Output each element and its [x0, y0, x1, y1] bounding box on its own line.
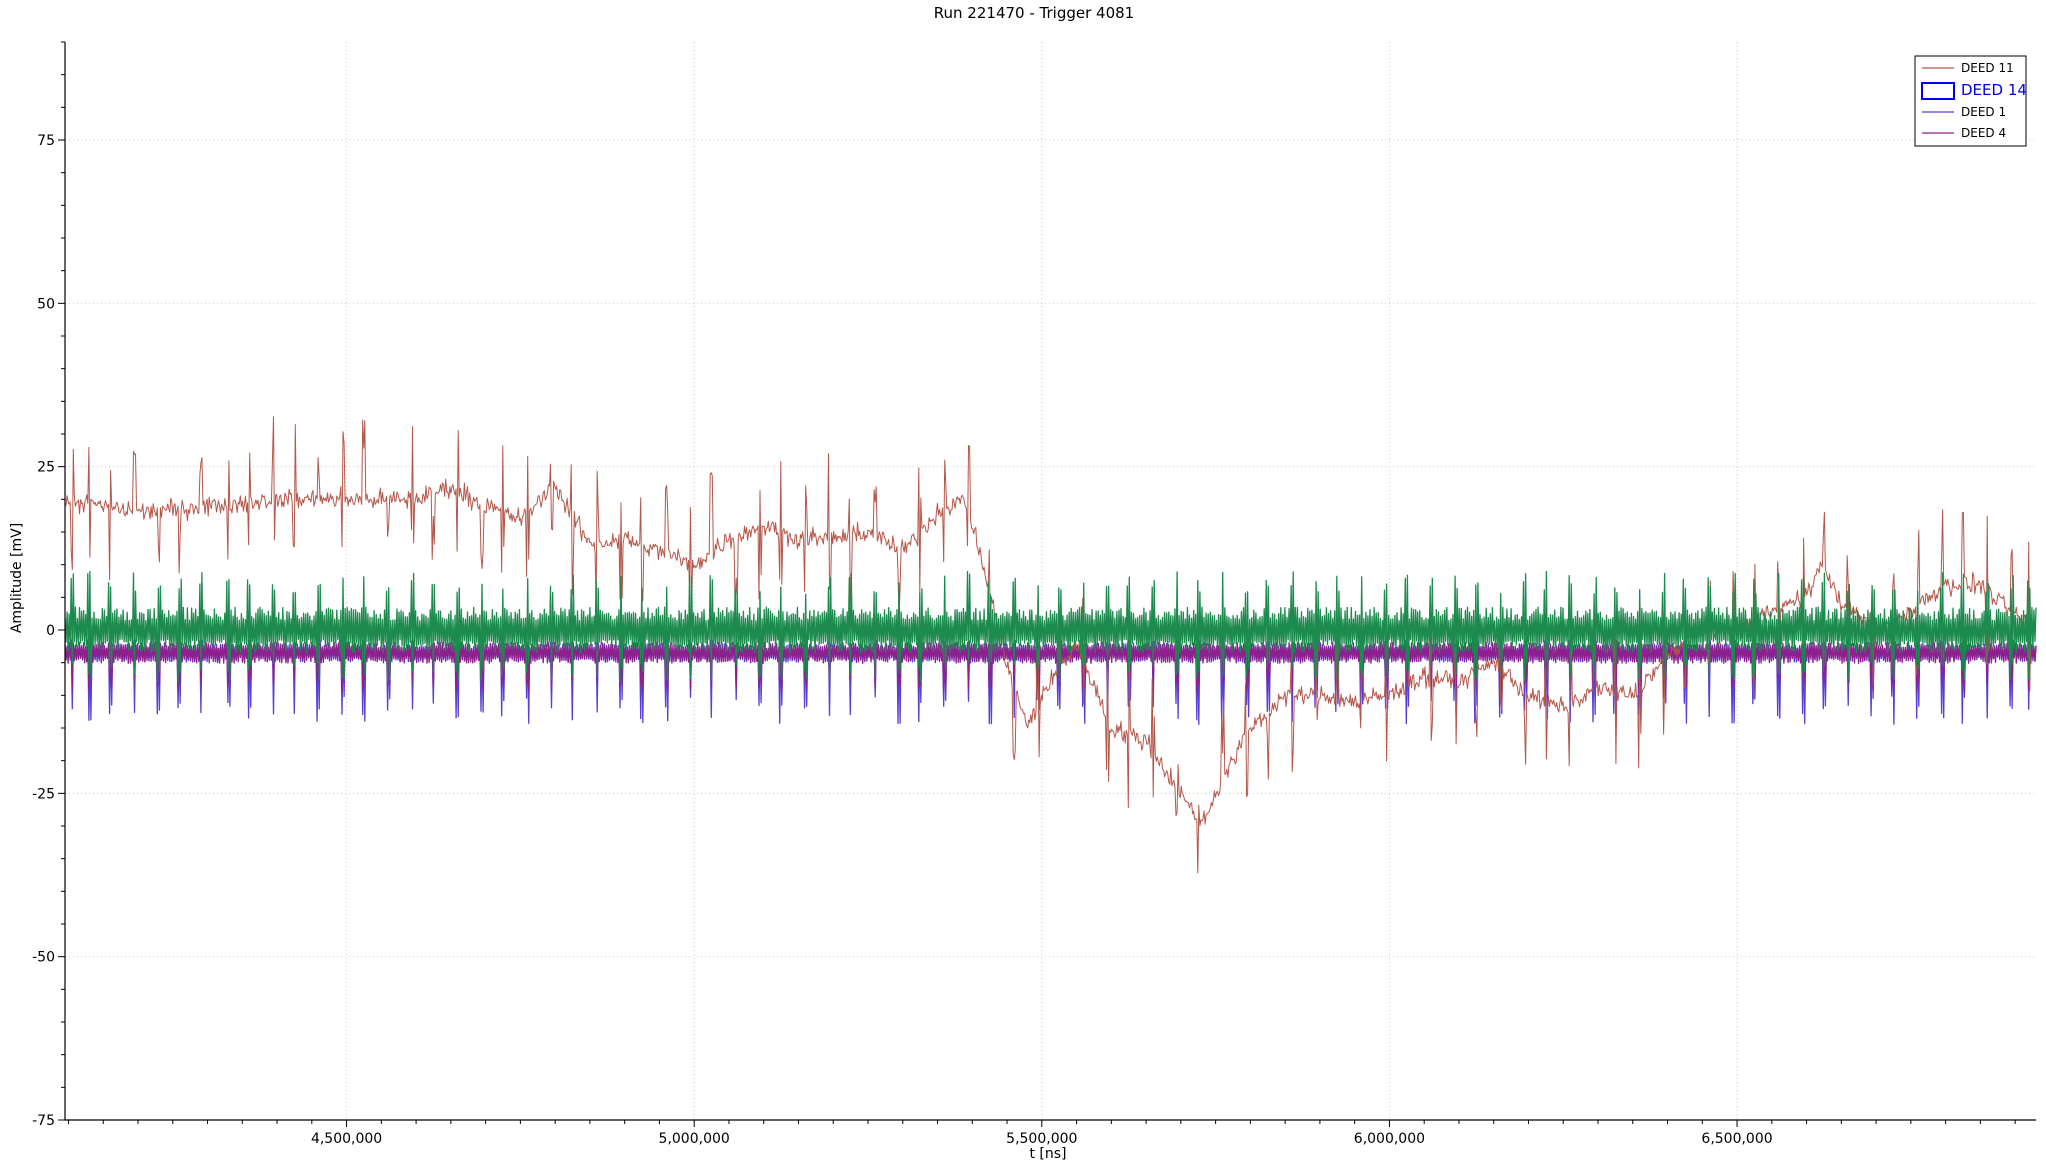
y-tick-label: 0 [46, 623, 55, 639]
legend-entry-deed-14[interactable]: DEED 14 [1921, 81, 2027, 100]
y-tick-labels: 75 50 25 0 -25 -50 -75 [32, 133, 55, 1129]
y-tick-label: 75 [37, 133, 55, 149]
legend-swatch [1921, 82, 1955, 100]
x-tick-label: 4,500,000 [311, 1131, 382, 1147]
y-tick-label: 25 [37, 460, 55, 476]
y-tick-label: 50 [37, 296, 55, 312]
chart-title: Run 221470 - Trigger 4081 [934, 4, 1134, 22]
grid-lines [65, 42, 2036, 1121]
x-tick-label: 6,000,000 [1354, 1131, 1425, 1147]
legend-box [1914, 55, 2027, 147]
legend-label: DEED 14 [1961, 81, 2027, 99]
x-axis-label: t [ns] [1029, 1146, 1066, 1162]
y-tick-label: -75 [32, 1113, 55, 1129]
y-tick-label: -25 [32, 786, 55, 802]
x-tick-label: 6,500,000 [1701, 1131, 1772, 1147]
y-axis-label: Amplitude [mV] [9, 523, 25, 633]
series-deed-14-line [64, 570, 2037, 683]
legend-label: DEED 1 [1961, 105, 2006, 119]
legend-entry-deed-11[interactable]: DEED 11 [1922, 61, 2014, 75]
y-tick-label: -50 [32, 950, 55, 966]
legend-label: DEED 11 [1961, 61, 2014, 75]
x-tick-label: 5,500,000 [1006, 1131, 1077, 1147]
plot-axes [64, 42, 2036, 1121]
legend-entry-deed-1[interactable]: DEED 1 [1922, 105, 2006, 119]
tick-marks [58, 41, 2016, 1127]
x-tick-label: 5,000,000 [659, 1131, 730, 1147]
x-tick-labels: 4,500,000 5,000,000 5,500,000 6,000,000 6,50… [311, 1131, 1773, 1147]
series-layer [64, 416, 2037, 874]
legend[interactable]: DEED 11 DEED 14 DEED 1 DEED 4 [1914, 55, 2027, 147]
legend-label: DEED 4 [1961, 126, 2006, 140]
legend-entry-deed-4[interactable]: DEED 4 [1922, 126, 2006, 140]
